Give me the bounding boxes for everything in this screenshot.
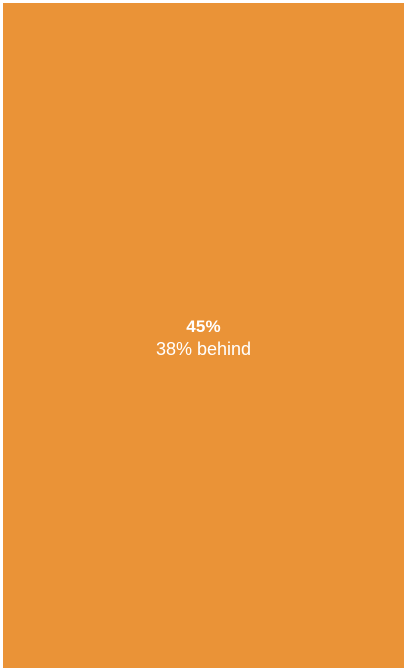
progress-status-label: 38% behind <box>155 338 252 359</box>
progress-percent-label: 45% <box>186 316 221 336</box>
progress-status-content: 45% 38% behind <box>156 316 251 360</box>
progress-status-tile: 45% 38% behind <box>3 3 404 668</box>
